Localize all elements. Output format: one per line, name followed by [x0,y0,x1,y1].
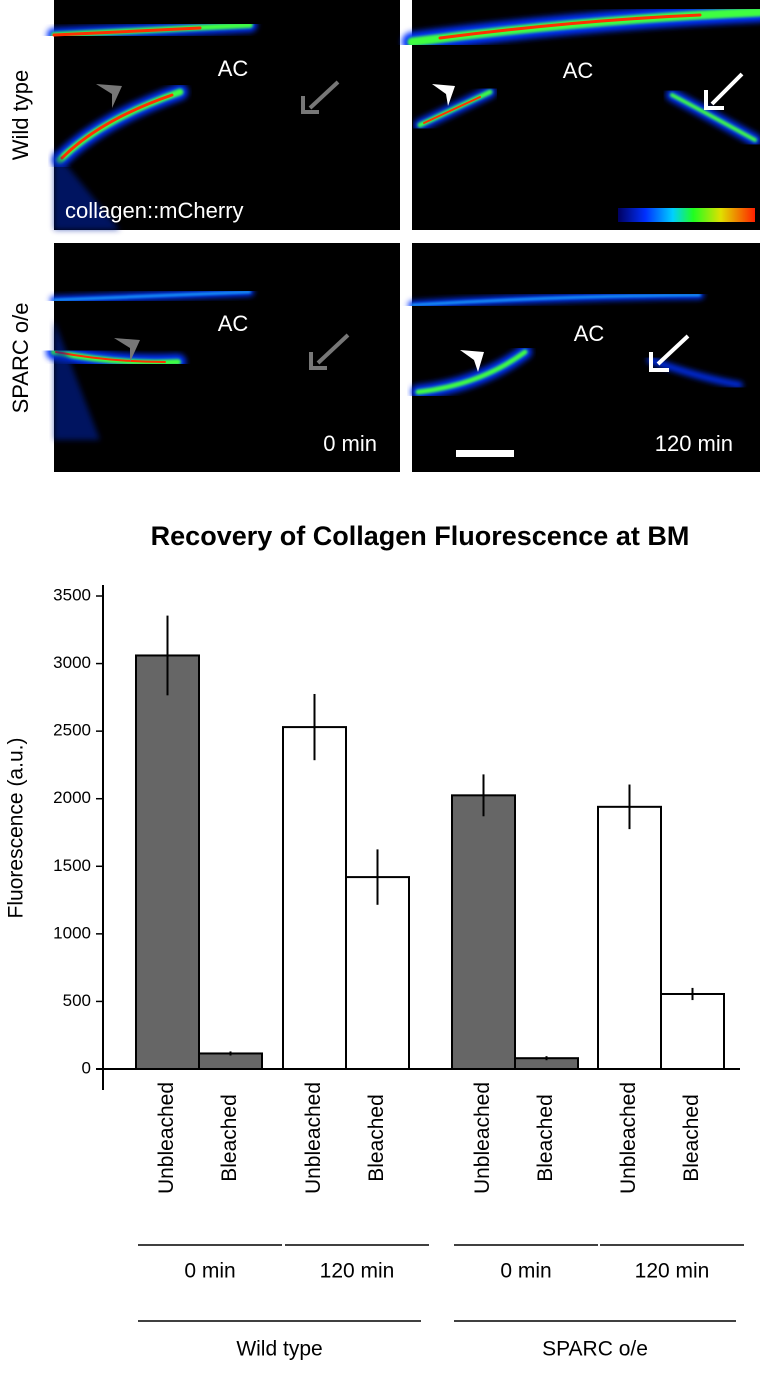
group-label: 120 min [320,1260,395,1283]
y-tick-label: 3500 [53,585,91,604]
chart-title: Recovery of Collagen Fluorescence at BM [151,521,690,551]
y-tick-label: 1500 [53,856,91,875]
x-tick-label: Bleached [534,1094,557,1182]
y-tick-label: 500 [63,991,91,1010]
bar [597,805,662,1071]
scale-bar [456,450,514,457]
y-tick-label: 3000 [53,653,91,672]
region-label: AC [574,321,605,346]
x-tick-label: Bleached [218,1094,241,1182]
group-label: 120 min [635,1260,710,1283]
x-tick-label: Unbleached [617,1082,640,1194]
y-tick-label: 0 [82,1058,91,1077]
y-tick-label: 1000 [53,923,91,942]
x-tick-label: Bleached [365,1094,388,1182]
bar [198,1052,263,1071]
bar [345,876,410,1071]
group-label: 0 min [500,1260,551,1283]
panel [412,243,760,472]
region-label: AC [563,58,594,83]
time-label: 0 min [323,431,377,456]
time-label: 120 min [655,431,733,456]
color-scale [618,208,755,222]
group-label: 0 min [184,1260,235,1283]
region-label: AC [218,56,249,81]
bar [660,992,725,1071]
bar [451,794,516,1070]
micrographs: Wild type SPARC o/e AC AC AC AC collagen… [8,0,760,472]
x-tick-label: Unbleached [155,1082,178,1194]
x-tick-label: Unbleached [302,1082,325,1194]
y-tick-label: 2000 [53,788,91,807]
bar [282,726,347,1070]
y-axis-label: Fluorescence (a.u.) [5,738,28,919]
bar [135,654,200,1070]
row-label: SPARC o/e [8,303,33,414]
x-tick-label: Unbleached [471,1082,494,1194]
region-label: AC [218,311,249,336]
arrowheads [96,72,744,372]
y-tick-label: 2500 [53,721,91,740]
x-tick-label: Bleached [680,1094,703,1182]
strain-label: Wild type [236,1338,322,1361]
marker-label: collagen::mCherry [65,198,244,223]
row-label: Wild type [8,70,33,160]
strain-label: SPARC o/e [542,1338,648,1361]
